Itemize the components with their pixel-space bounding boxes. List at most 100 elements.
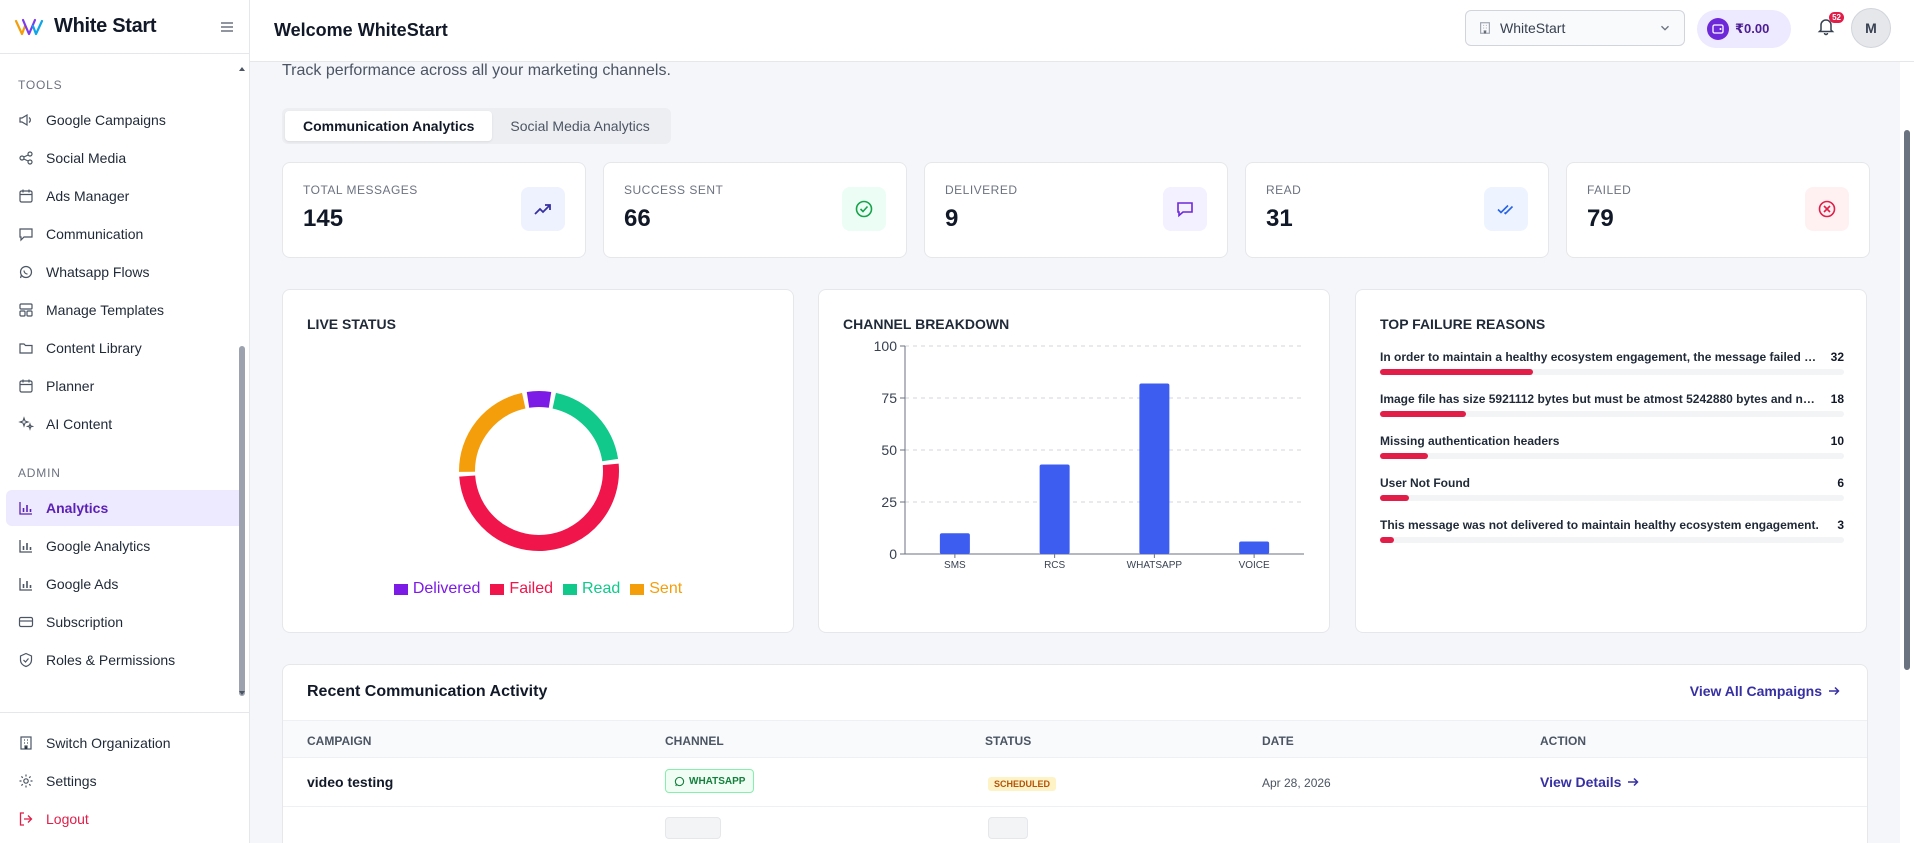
main-scroll-thumb[interactable]	[1904, 130, 1910, 670]
top-header: Welcome WhiteStart WhiteStart ₹0.00 52 M	[250, 0, 1914, 62]
channel-badge-label: WHATSAPP	[689, 775, 746, 787]
stat-value: 9	[945, 205, 959, 232]
sidebar-item-label: Google Campaigns	[46, 112, 166, 128]
failure-reason-text: Image file has size 5921112 bytes but mu…	[1380, 392, 1820, 406]
sidebar-item-label: Switch Organization	[46, 735, 171, 751]
donut-slice-sent	[459, 392, 526, 472]
sidebar-item-label: Ads Manager	[46, 188, 130, 204]
scroll-up-icon[interactable]	[238, 66, 246, 72]
sidebar-item-google-analytics[interactable]: Google Analytics	[6, 528, 244, 564]
y-tick-label: 0	[889, 546, 897, 562]
legend-label: Sent	[649, 580, 683, 597]
failure-reason-bar-fill	[1380, 453, 1428, 459]
sidebar-item-communication[interactable]: Communication	[6, 216, 244, 252]
sidebar-item-google-ads[interactable]: Google Ads	[6, 566, 244, 602]
bell-icon	[1817, 19, 1835, 36]
stat-value: 145	[303, 205, 344, 232]
sidebar-item-label: Google Ads	[46, 576, 119, 592]
legend-swatch	[393, 583, 408, 595]
main-scrollbar[interactable]	[1900, 62, 1914, 843]
sidebar-item-logout[interactable]: Logout	[6, 801, 244, 837]
y-tick-label: 75	[881, 390, 897, 406]
legend-label: Read	[582, 580, 621, 597]
sidebar-item-label: Manage Templates	[46, 302, 165, 318]
stat-card-read: READ 31	[1245, 162, 1549, 258]
sidebar-item-switch-organization[interactable]: Switch Organization	[6, 725, 244, 761]
wallet-balance[interactable]: ₹0.00	[1697, 10, 1791, 48]
sidebar-item-label: Google Analytics	[46, 538, 151, 554]
legend-item-sent: Sent	[630, 580, 682, 598]
brand-logo-icon	[14, 18, 44, 35]
failure-reason-row: Missing authentication headers 10	[1380, 434, 1844, 459]
column-date: DATE	[1262, 734, 1294, 748]
sidebar-item-label: Content Library	[46, 340, 142, 356]
sidebar-item-roles-permissions[interactable]: Roles & Permissions	[6, 642, 244, 678]
sidebar-nav: TOOLS Google Campaigns Social Media Ads Ma…	[0, 56, 250, 706]
organization-name: WhiteStart	[1500, 20, 1566, 36]
tab-communication-analytics[interactable]: Communication Analytics	[285, 111, 493, 141]
failure-reason-text: In order to maintain a healthy ecosystem…	[1380, 350, 1820, 364]
share-icon	[19, 151, 33, 165]
tab-social-media-analytics[interactable]: Social Media Analytics	[510, 118, 650, 134]
legend-label: Delivered	[412, 580, 481, 597]
sidebar-item-label: Communication	[46, 226, 144, 242]
top-failure-reasons-title: TOP FAILURE REASONS	[1380, 316, 1546, 332]
sidebar-item-social-media[interactable]: Social Media	[6, 140, 244, 176]
view-details-link[interactable]: View Details	[1540, 774, 1640, 790]
sidebar-item-whatsapp-flows[interactable]: Whatsapp Flows	[6, 254, 244, 290]
failure-reason-bar	[1380, 453, 1844, 459]
sidebar-scrollbar[interactable]	[238, 66, 246, 696]
sidebar-item-analytics[interactable]: Analytics	[6, 490, 244, 526]
live-status-panel: LIVE STATUS Delivered Failed Read Sent	[282, 289, 794, 633]
card-icon	[18, 616, 34, 628]
sidebar-item-content-library[interactable]: Content Library	[6, 330, 244, 366]
failure-reason-row: In order to maintain a healthy ecosystem…	[1380, 350, 1844, 375]
campaign-date: Apr 28, 2026	[1262, 776, 1331, 790]
sidebar-item-label: Roles & Permissions	[46, 652, 176, 668]
sidebar-item-ads-manager[interactable]: Ads Manager	[6, 178, 244, 214]
view-all-campaigns-label: View All Campaigns	[1689, 683, 1822, 699]
bar-voice	[1239, 541, 1270, 554]
sidebar-item-settings[interactable]: Settings	[6, 763, 244, 799]
view-all-campaigns-link[interactable]: View All Campaigns	[1690, 683, 1841, 699]
sidebar-item-manage-templates[interactable]: Manage Templates	[6, 292, 244, 328]
folder-icon	[19, 343, 33, 354]
column-status: STATUS	[985, 734, 1032, 748]
sidebar: White Start TOOLS Google Campaigns Social…	[0, 0, 250, 843]
avatar[interactable]: M	[1851, 8, 1891, 48]
sidebar-item-label: Whatsapp Flows	[46, 264, 150, 280]
gear-icon	[19, 774, 33, 788]
megaphone-icon	[19, 113, 31, 127]
sidebar-item-planner[interactable]: Planner	[6, 368, 244, 404]
column-action: ACTION	[1540, 734, 1586, 748]
failure-reason-row: Image file has size 5921112 bytes but mu…	[1380, 392, 1844, 417]
x-tick-label: VOICE	[1239, 560, 1270, 571]
notifications-button[interactable]: 52	[1816, 12, 1844, 38]
sidebar-item-label: Analytics	[46, 500, 109, 516]
stat-card-success-sent: SUCCESS SENT 66	[603, 162, 907, 258]
menu-icon[interactable]	[219, 19, 235, 35]
y-tick-label: 100	[874, 340, 898, 354]
sidebar-item-ai-content[interactable]: AI Content	[6, 406, 244, 442]
stat-value: 66	[624, 205, 651, 232]
sidebar-item-label: AI Content	[46, 416, 113, 432]
failure-reason-bar	[1380, 411, 1844, 417]
sidebar-scroll-thumb[interactable]	[239, 346, 245, 696]
legend-swatch	[490, 583, 505, 595]
sidebar-item-google-campaigns[interactable]: Google Campaigns	[6, 102, 244, 138]
scroll-down-icon[interactable]	[238, 690, 246, 696]
message-icon	[1163, 187, 1207, 231]
table-row: video testing WHATSAPP SCHEDULED Apr 28,…	[283, 759, 1867, 807]
whatsapp-icon	[674, 776, 685, 786]
failure-reason-text: This message was not delivered to mainta…	[1380, 518, 1819, 532]
sidebar-item-label: Logout	[46, 811, 89, 827]
organization-select[interactable]: WhiteStart	[1465, 10, 1685, 46]
check-circle-icon	[842, 187, 886, 231]
sidebar-item-subscription[interactable]: Subscription	[6, 604, 244, 640]
bar-chart-icon	[19, 540, 32, 553]
layout-icon	[19, 303, 33, 317]
notification-badge: 52	[1829, 12, 1844, 23]
legend-label: Failed	[509, 580, 553, 597]
shield-icon	[19, 652, 33, 668]
brand-name: White Start	[54, 15, 157, 37]
